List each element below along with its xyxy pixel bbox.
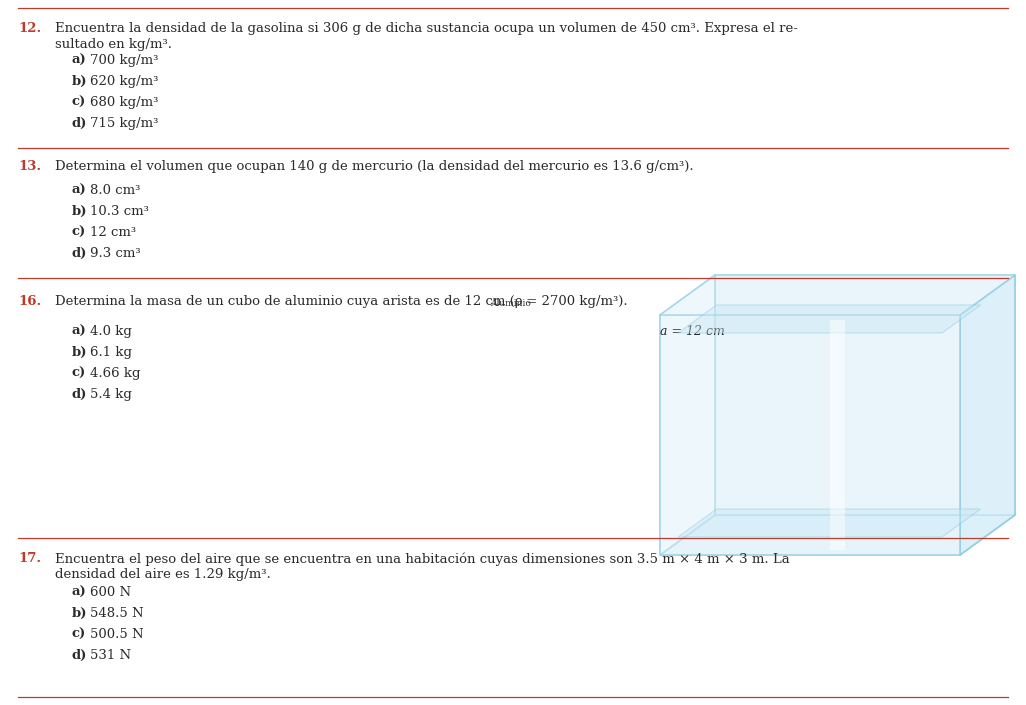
Text: 715 kg/m³: 715 kg/m³	[90, 117, 158, 130]
Text: 531 N: 531 N	[90, 649, 131, 662]
Text: c): c)	[72, 628, 86, 641]
Text: sultado en kg/m³.: sultado en kg/m³.	[55, 38, 172, 51]
Text: d): d)	[72, 388, 87, 401]
Text: a = 12 cm: a = 12 cm	[660, 325, 725, 338]
Text: Determina el volumen que ocupan 140 g de mercurio (la densidad del mercurio es 1: Determina el volumen que ocupan 140 g de…	[55, 160, 694, 173]
Text: Aluminio: Aluminio	[490, 299, 530, 308]
Text: 16.: 16.	[18, 295, 41, 308]
Polygon shape	[678, 305, 981, 333]
Text: 620 kg/m³: 620 kg/m³	[90, 75, 158, 88]
Polygon shape	[830, 320, 845, 550]
Text: c): c)	[72, 367, 86, 380]
Text: 12 cm³: 12 cm³	[90, 226, 136, 239]
Text: b): b)	[72, 205, 87, 218]
Text: 8.0 cm³: 8.0 cm³	[90, 184, 141, 197]
Text: 13.: 13.	[18, 160, 41, 173]
Text: 17.: 17.	[18, 552, 41, 565]
Text: 10.3 cm³: 10.3 cm³	[90, 205, 149, 218]
Polygon shape	[715, 275, 1015, 515]
Text: a): a)	[72, 325, 87, 338]
Text: densidad del aire es 1.29 kg/m³.: densidad del aire es 1.29 kg/m³.	[55, 568, 271, 581]
Text: 12.: 12.	[18, 22, 41, 35]
Text: 680 kg/m³: 680 kg/m³	[90, 96, 158, 109]
Polygon shape	[678, 509, 981, 537]
Text: 600 N: 600 N	[90, 586, 131, 599]
Text: 500.5 N: 500.5 N	[90, 628, 144, 641]
Text: 4.0 kg: 4.0 kg	[90, 325, 132, 338]
Text: d): d)	[72, 649, 87, 662]
Polygon shape	[660, 315, 960, 555]
Text: 548.5 N: 548.5 N	[90, 607, 144, 620]
Text: a): a)	[72, 54, 87, 67]
Text: 700 kg/m³: 700 kg/m³	[90, 54, 158, 67]
Text: a): a)	[72, 586, 87, 599]
Text: = 2700 kg/m³).: = 2700 kg/m³).	[522, 295, 628, 308]
Text: d): d)	[72, 117, 87, 130]
Text: a): a)	[72, 184, 87, 197]
Text: c): c)	[72, 96, 86, 109]
Text: b): b)	[72, 75, 87, 88]
Text: c): c)	[72, 226, 86, 239]
Text: d): d)	[72, 247, 87, 260]
Text: 6.1 kg: 6.1 kg	[90, 346, 132, 359]
Text: Encuentra la densidad de la gasolina si 306 g de dicha sustancia ocupa un volume: Encuentra la densidad de la gasolina si …	[55, 22, 798, 35]
Text: b): b)	[72, 607, 87, 620]
Polygon shape	[660, 515, 1015, 555]
Polygon shape	[660, 275, 715, 555]
Text: Determina la masa de un cubo de aluminio cuya arista es de 12 cm (ρ: Determina la masa de un cubo de aluminio…	[55, 295, 522, 308]
Text: b): b)	[72, 346, 87, 359]
Text: Encuentra el peso del aire que se encuentra en una habitación cuyas dimensiones : Encuentra el peso del aire que se encuen…	[55, 552, 790, 565]
Polygon shape	[960, 275, 1015, 555]
Polygon shape	[660, 275, 1015, 315]
Text: 9.3 cm³: 9.3 cm³	[90, 247, 141, 260]
Text: 5.4 kg: 5.4 kg	[90, 388, 132, 401]
Text: 4.66 kg: 4.66 kg	[90, 367, 141, 380]
